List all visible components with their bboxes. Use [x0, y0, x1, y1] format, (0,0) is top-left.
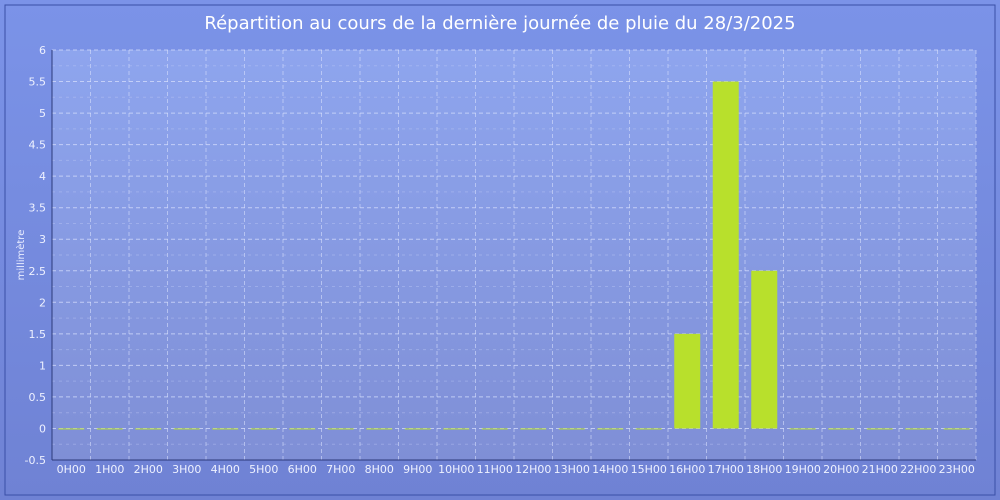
bar-13h00 — [558, 428, 585, 430]
bar-3h00 — [173, 428, 200, 430]
x-tick-label: 4H00 — [211, 463, 240, 476]
bar-20h00 — [828, 428, 855, 430]
y-tick-label: 2.5 — [29, 265, 47, 278]
bar-1h00 — [96, 428, 123, 430]
x-tick-label: 23H00 — [939, 463, 975, 476]
y-tick-labels: -0.5 0 0.5 1 1.5 2 2.5 3 3.5 4 4.5 5 5.5 6 — [25, 44, 46, 467]
bar-9h00 — [404, 428, 431, 430]
x-tick-label: 10H00 — [438, 463, 474, 476]
y-tick-label: 0 — [39, 422, 46, 435]
bar-23h00 — [943, 428, 970, 430]
x-tick-label: 7H00 — [326, 463, 355, 476]
y-tick-label: 0.5 — [29, 391, 47, 404]
bar-18h00 — [751, 270, 778, 429]
x-tick-label: 17H00 — [708, 463, 744, 476]
bar-2h00 — [135, 428, 162, 430]
x-tick-label: 9H00 — [403, 463, 432, 476]
y-tick-label: 3 — [39, 233, 46, 246]
x-tick-label: 5H00 — [249, 463, 278, 476]
x-tick-label: 21H00 — [862, 463, 898, 476]
y-tick-label: 3.5 — [29, 202, 47, 215]
bar-15h00 — [635, 428, 662, 430]
x-tick-label: 16H00 — [669, 463, 705, 476]
bar-17h00 — [712, 81, 739, 429]
bar-21h00 — [866, 428, 893, 430]
x-tick-label: 0H00 — [57, 463, 86, 476]
axes — [51, 50, 976, 461]
bar-22h00 — [905, 428, 932, 430]
bar-4h00 — [212, 428, 239, 430]
y-tick-label: -0.5 — [25, 454, 46, 467]
x-tick-label: 20H00 — [823, 463, 859, 476]
x-tick-label: 3H00 — [172, 463, 201, 476]
y-tick-label: 1.5 — [29, 328, 47, 341]
bar-5h00 — [250, 428, 277, 430]
x-tick-label: 12H00 — [515, 463, 551, 476]
y-tick-label: 4.5 — [29, 139, 47, 152]
x-tick-label: 6H00 — [288, 463, 317, 476]
x-tick-label: 18H00 — [746, 463, 782, 476]
outer-frame — [4, 4, 996, 496]
y-tick-label: 2 — [39, 296, 46, 309]
x-tick-label: 11H00 — [477, 463, 513, 476]
y-tick-label: 4 — [39, 170, 46, 183]
bar-14h00 — [597, 428, 624, 430]
x-tick-label: 2H00 — [134, 463, 163, 476]
x-tick-label: 22H00 — [900, 463, 936, 476]
bar-16h00 — [674, 333, 701, 429]
bar-6h00 — [289, 428, 316, 430]
x-tick-label: 13H00 — [554, 463, 590, 476]
bar-7h00 — [327, 428, 354, 430]
x-tick-label: 14H00 — [592, 463, 628, 476]
y-tick-label: 5.5 — [29, 76, 47, 89]
y-tick-label: 1 — [39, 359, 46, 372]
x-tick-label: 15H00 — [631, 463, 667, 476]
x-tick-label: 19H00 — [785, 463, 821, 476]
y-tick-label: 6 — [39, 44, 46, 57]
x-tick-label: 1H00 — [95, 463, 124, 476]
bar-11h00 — [481, 428, 508, 430]
bar-19h00 — [789, 428, 816, 430]
x-tick-labels: 0H00 1H00 2H00 3H00 4H00 5H00 6H00 7H00 8H00 9H00… — [57, 463, 975, 476]
bar-10h00 — [443, 428, 470, 430]
bar-0h00 — [58, 428, 85, 430]
bar-12h00 — [520, 428, 547, 430]
bar-8h00 — [366, 428, 393, 430]
x-tick-label: 8H00 — [365, 463, 394, 476]
chart-title: Répartition au cours de la dernière jour… — [204, 13, 795, 34]
y-tick-label: 5 — [39, 107, 46, 120]
y-axis-label: millimètre — [15, 230, 27, 281]
bars — [58, 81, 970, 430]
